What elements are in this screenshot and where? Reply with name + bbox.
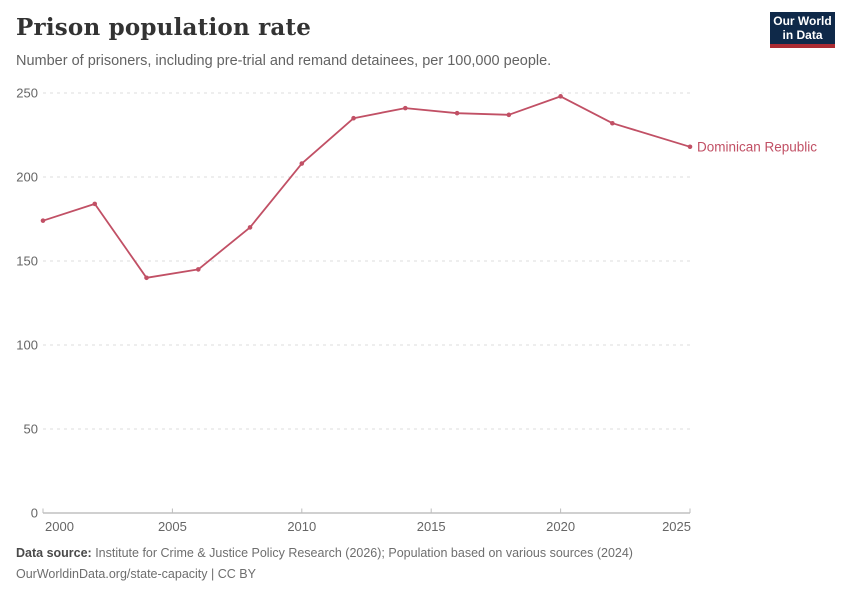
owid-logo[interactable]: Our World in Data: [770, 12, 835, 48]
data-point-2008[interactable]: [247, 225, 253, 230]
owid-logo-line1: Our World: [773, 14, 832, 28]
data-point-2000[interactable]: [40, 218, 46, 223]
data-point-2002[interactable]: [92, 201, 98, 207]
data-source-text: Institute for Crime & Justice Policy Res…: [91, 546, 633, 560]
data-point-2020[interactable]: [558, 94, 563, 99]
footer-link-line: OurWorldinData.org/state-capacity | CC B…: [16, 567, 256, 581]
y-tick-label-0: 0: [31, 506, 38, 521]
owid-logo-line2: in Data: [782, 28, 823, 42]
chart-subtitle: Number of prisoners, including pre-trial…: [16, 53, 552, 69]
data-point-2016[interactable]: [454, 110, 460, 116]
y-tick-label-250: 250: [16, 86, 38, 101]
data-point-2025[interactable]: [687, 144, 693, 150]
data-point-2018[interactable]: [506, 112, 512, 118]
chart-line[interactable]: [42, 95, 691, 279]
y-tick-label-100: 100: [16, 338, 38, 353]
x-tick-label-2025: 2025: [662, 519, 691, 534]
x-tick-label-2015: 2015: [417, 519, 446, 534]
data-point-2006[interactable]: [195, 267, 201, 272]
owid-url-link[interactable]: OurWorldinData.org/state-capacity | CC B…: [16, 567, 256, 581]
x-tick-label-2005: 2005: [158, 519, 187, 534]
y-tick-label-50: 50: [24, 422, 38, 437]
data-source-label: Data source:: [16, 546, 92, 560]
data-point-2012[interactable]: [351, 115, 356, 121]
footer-data-source: Data source: Institute for Crime & Justi…: [16, 546, 633, 560]
data-point-2022[interactable]: [610, 120, 615, 126]
x-tick-label-2020: 2020: [546, 519, 575, 534]
x-tick-label-2010: 2010: [287, 519, 316, 534]
y-tick-label-200: 200: [16, 170, 38, 185]
data-point-2004[interactable]: [144, 275, 149, 281]
page-title: Prison population rate: [16, 14, 312, 41]
series-label: Dominican Republic: [697, 139, 817, 154]
x-tick-label-2000: 2000: [45, 519, 74, 534]
y-tick-label-150: 150: [16, 254, 38, 269]
data-point-2010[interactable]: [299, 161, 305, 166]
data-point-2014[interactable]: [403, 105, 408, 111]
